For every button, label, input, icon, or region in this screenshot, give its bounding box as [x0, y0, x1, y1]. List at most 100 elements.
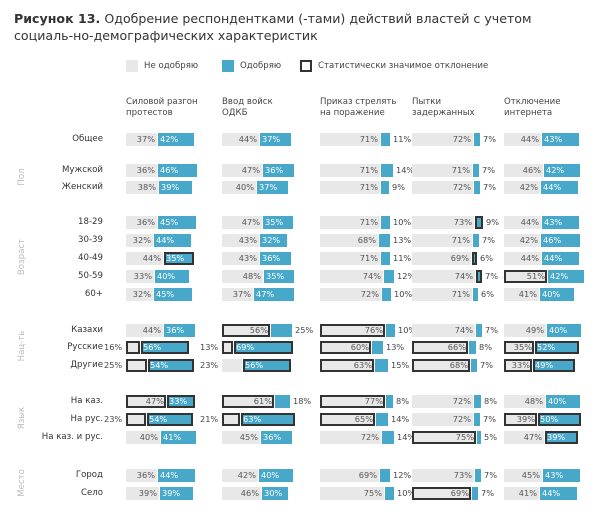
group-label: Место — [17, 468, 27, 497]
bar-disapprove-label: 16% — [104, 342, 123, 352]
row-label: 50-59 — [78, 271, 103, 281]
bar-disapprove — [126, 341, 140, 354]
bar-approve: 44% — [158, 469, 195, 482]
bar-approve — [473, 164, 479, 177]
column-header-2: Ввод войск ОДКБ — [222, 97, 273, 118]
bar-approve: 46% — [541, 234, 580, 247]
bar-approve: 44% — [540, 487, 577, 500]
bar-approve — [474, 133, 480, 146]
bar-disapprove: 76% — [320, 324, 385, 337]
bar-approve — [381, 252, 390, 265]
bar-disapprove: 71% — [412, 288, 472, 301]
column-header-3: Приказ стрелять на поражение — [320, 97, 397, 118]
row-label: Другие — [70, 360, 103, 370]
bar-disapprove: 41% — [504, 288, 539, 301]
bar-approve — [381, 181, 389, 194]
bar-approve-label: 11% — [393, 134, 412, 144]
bar-approve-label: 7% — [482, 235, 495, 245]
bar-disapprove: 43% — [222, 252, 259, 265]
bar-disapprove: 69% — [412, 487, 471, 500]
bar-approve: 50% — [538, 413, 581, 426]
legend-disapprove-label: Не одобряю — [144, 61, 199, 71]
bar-disapprove: 72% — [412, 395, 473, 408]
bar-approve-label: 10% — [397, 488, 416, 498]
bar-approve-label: 14% — [396, 165, 415, 175]
row-label: 40-49 — [78, 253, 103, 263]
bar-approve-label: 7% — [485, 271, 498, 281]
bar-approve — [477, 431, 481, 444]
bar-approve — [386, 395, 393, 408]
bar-approve — [474, 181, 480, 194]
bar-approve: 37% — [257, 181, 288, 194]
bar-disapprove: 75% — [412, 431, 476, 444]
bar-approve-label: 8% — [484, 396, 497, 406]
bar-approve — [476, 270, 482, 283]
bar-disapprove — [222, 341, 233, 354]
bar-disapprove-label: 25% — [104, 360, 123, 370]
bar-approve: 35% — [263, 216, 293, 229]
bar-approve: 56% — [243, 359, 291, 372]
column-header-5: Отключение интернета — [504, 97, 561, 118]
column-header-1: Силовой разгон протестов — [126, 97, 198, 118]
row-label: 18-29 — [78, 217, 103, 227]
bar-approve: 45% — [154, 288, 192, 301]
bar-disapprove — [222, 413, 240, 426]
bar-disapprove: 33% — [126, 270, 154, 283]
bar-disapprove: 36% — [126, 164, 157, 177]
bar-disapprove — [126, 413, 146, 426]
bar-approve: 45% — [158, 216, 196, 229]
bar-disapprove: 45% — [504, 469, 542, 482]
bar-disapprove-label: 21% — [200, 414, 219, 424]
bar-approve-label: 7% — [484, 470, 497, 480]
bar-approve: 63% — [241, 413, 295, 426]
bar-approve: 37% — [260, 133, 291, 146]
bar-approve-label: 7% — [480, 360, 493, 370]
bar-disapprove: 72% — [320, 288, 381, 301]
bar-disapprove: 38% — [126, 181, 158, 194]
figure-caption: Одобрение респондентками (-тами) действи… — [14, 11, 532, 43]
bar-approve-label: 10% — [398, 325, 417, 335]
legend-significant-label: Статистически значимое отклонение — [318, 61, 489, 71]
bar-disapprove: 37% — [126, 133, 157, 146]
bar-approve — [271, 324, 292, 337]
bar-approve-label: 14% — [397, 432, 416, 442]
bar-disapprove: 77% — [320, 395, 385, 408]
bar-disapprove: 35% — [504, 341, 534, 354]
bar-approve: 30% — [262, 487, 288, 500]
bar-approve: 54% — [147, 413, 193, 426]
bar-approve — [372, 341, 383, 354]
bar-approve-label: 7% — [485, 325, 498, 335]
bar-approve: 49% — [533, 359, 575, 372]
bar-approve: 40% — [155, 270, 189, 283]
bar-disapprove: 72% — [412, 133, 473, 146]
bar-disapprove: 71% — [320, 216, 380, 229]
figure-title: Рисунок 13. Одобрение респондентками (-т… — [14, 10, 594, 44]
bar-disapprove: 74% — [320, 270, 383, 283]
bar-approve — [386, 324, 395, 337]
bar-disapprove: 71% — [412, 164, 472, 177]
bar-disapprove: 49% — [504, 324, 546, 337]
bar-approve: 39% — [160, 487, 193, 500]
bar-approve — [475, 216, 483, 229]
bar-approve — [380, 469, 390, 482]
bar-approve — [475, 469, 481, 482]
bar-approve — [474, 413, 480, 426]
bar-disapprove: 44% — [504, 252, 541, 265]
bar-disapprove: 36% — [126, 469, 157, 482]
bar-approve-label: 13% — [386, 342, 405, 352]
bar-approve: 35% — [164, 252, 194, 265]
bar-disapprove: 32% — [126, 288, 153, 301]
bar-approve-label: 15% — [391, 360, 410, 370]
bar-approve — [379, 234, 390, 247]
legend-approve-swatch — [222, 60, 234, 72]
row-label: 30-39 — [78, 235, 103, 245]
bar-approve: 42% — [544, 164, 580, 177]
bar-approve: 39% — [545, 431, 578, 444]
legend-disapprove-swatch — [126, 60, 138, 72]
bar-disapprove: 46% — [222, 487, 261, 500]
bar-approve-label: 25% — [295, 325, 314, 335]
bar-disapprove: 37% — [222, 288, 253, 301]
bar-disapprove: 39% — [504, 413, 537, 426]
bar-disapprove: 47% — [222, 216, 262, 229]
